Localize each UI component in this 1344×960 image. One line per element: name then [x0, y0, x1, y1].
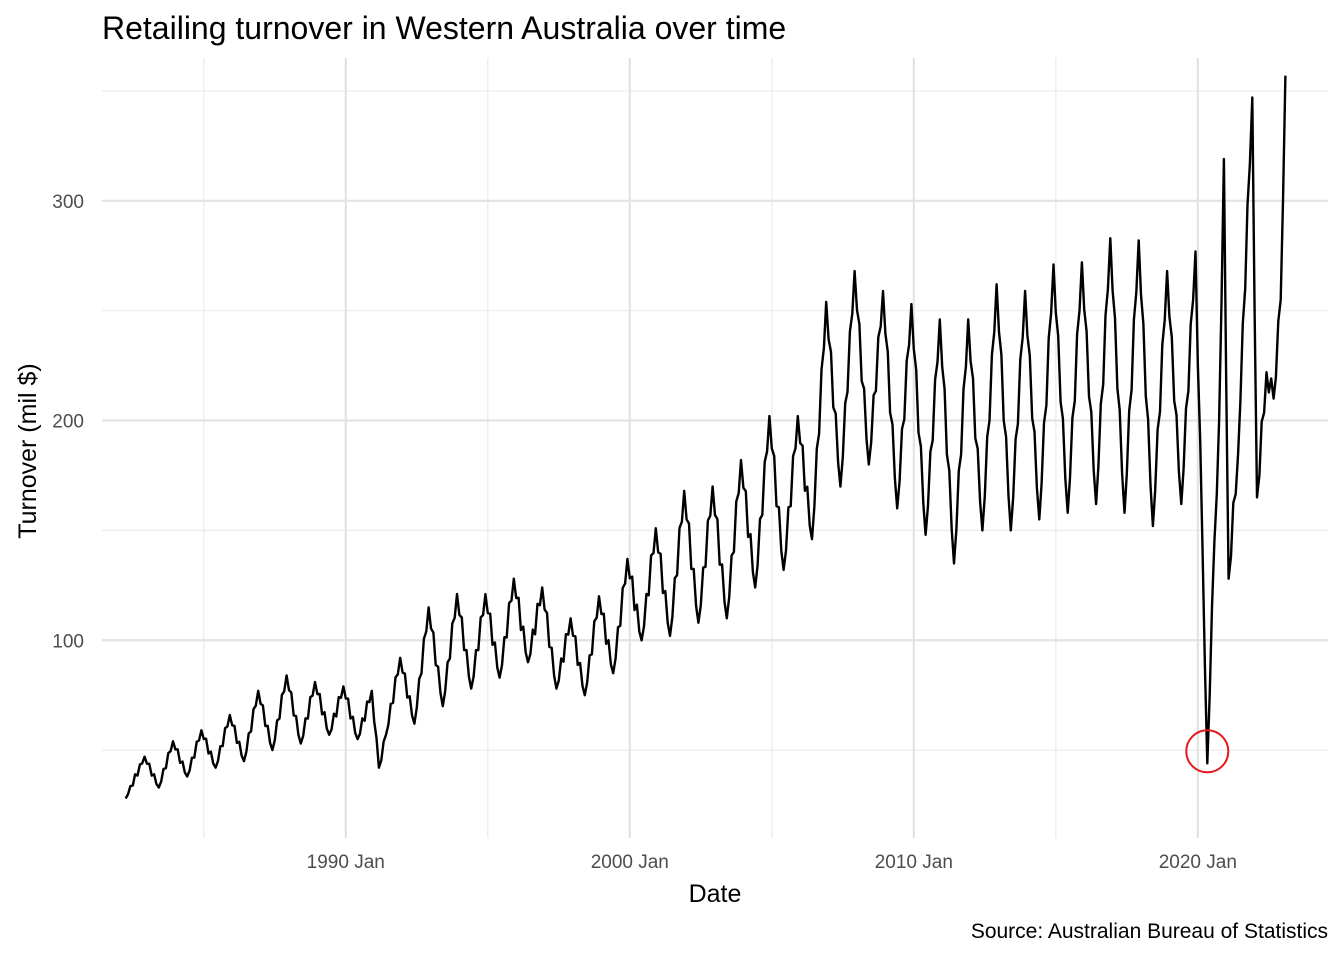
major-gridlines — [102, 58, 1328, 838]
y-tick-label: 300 — [52, 192, 84, 213]
turnover-line — [124, 75, 1287, 800]
source-caption: Source: Australian Bureau of Statistics — [970, 920, 1328, 943]
y-axis-title: Turnover (mil $) — [14, 363, 42, 539]
x-axis-title: Date — [689, 880, 742, 908]
x-axis-ticks: 1990 Jan 2000 Jan 2010 Jan 2020 Jan — [307, 852, 1237, 873]
x-tick-label: 1990 Jan — [307, 852, 385, 873]
chart-title: Retailing turnover in Western Australia … — [102, 10, 787, 46]
y-tick-label: 200 — [52, 412, 84, 433]
y-axis-ticks: 100 200 300 — [52, 192, 84, 652]
y-tick-label: 100 — [52, 631, 84, 652]
minor-gridlines — [102, 58, 1328, 838]
x-tick-label: 2010 Jan — [875, 852, 953, 873]
x-tick-label: 2020 Jan — [1159, 852, 1237, 873]
highlight-circle — [1185, 729, 1230, 774]
x-tick-label: 2000 Jan — [591, 852, 669, 873]
